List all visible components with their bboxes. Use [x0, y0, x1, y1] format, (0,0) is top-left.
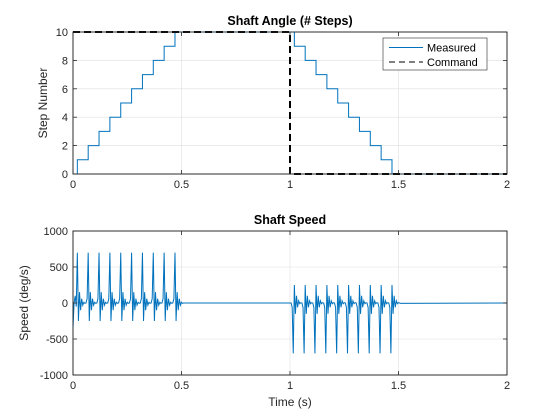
shaft-angle-axes: 0 0.5 1 1.5 2 0 2 4 6 8 10 Shaft Angle (# Steps) S… [36, 14, 510, 191]
shaft-speed-xtick-label: 1 [287, 380, 293, 392]
shaft-angle-title: Shaft Angle (# Steps) [227, 14, 352, 28]
shaft-angle-xtick-label: 2 [504, 179, 510, 191]
shaft-angle-ylabel: Step Number [36, 68, 50, 139]
shaft-speed-ytick-label: 500 [50, 262, 68, 274]
shaft-speed-xtick-label: 2 [504, 380, 510, 392]
legend-command-label: Command [427, 57, 478, 69]
shaft-angle-ticks: 0 0.5 1 1.5 2 0 2 4 6 8 10 [56, 27, 510, 191]
shaft-angle-xtick-label: 1.5 [391, 179, 406, 191]
shaft-speed-series [72, 252, 508, 354]
shaft-angle-ytick-label: 6 [62, 84, 68, 96]
shaft-speed-axes: 0 0.5 1 1.5 2 -1000 -500 0 500 1000 Shaft Speed S… [17, 213, 510, 409]
shaft-speed-xtick-label: 0.5 [174, 380, 189, 392]
shaft-angle-ytick-label: 0 [62, 169, 68, 181]
shaft-angle-ytick-label: 10 [56, 27, 68, 39]
shaft-speed-xtick-label: 0 [70, 380, 76, 392]
shaft-speed-ytick-label: -1000 [40, 370, 68, 382]
legend-box [382, 37, 488, 71]
shaft-angle-ytick-label: 8 [62, 55, 68, 67]
shaft-angle-xtick-label: 1 [287, 179, 293, 191]
shaft-angle-xtick-label: 0.5 [174, 179, 189, 191]
shaft-angle-ytick-label: 2 [62, 141, 68, 153]
shaft-speed-ytick-label: 1000 [44, 226, 68, 238]
shaft-speed-title: Shaft Speed [254, 213, 326, 227]
shaft-angle-xtick-label: 0 [70, 179, 76, 191]
shaft-angle-legend: Measured Command [382, 37, 488, 71]
shaft-speed-ytick-label: 0 [62, 298, 68, 310]
shaft-speed-series-line-line [72, 252, 508, 354]
shaft-angle-ytick-label: 4 [62, 112, 68, 124]
shaft-speed-ytick-label: -500 [46, 334, 68, 346]
shaft-speed-xlabel: Time (s) [268, 395, 312, 409]
shaft-speed-xtick-label: 1.5 [391, 380, 406, 392]
legend-measured-label: Measured [427, 43, 476, 55]
shaft-speed-ylabel: Speed (deg/s) [17, 265, 31, 340]
shaft-speed-ticks: 0 0.5 1 1.5 2 -1000 -500 0 500 1000 [40, 226, 510, 392]
